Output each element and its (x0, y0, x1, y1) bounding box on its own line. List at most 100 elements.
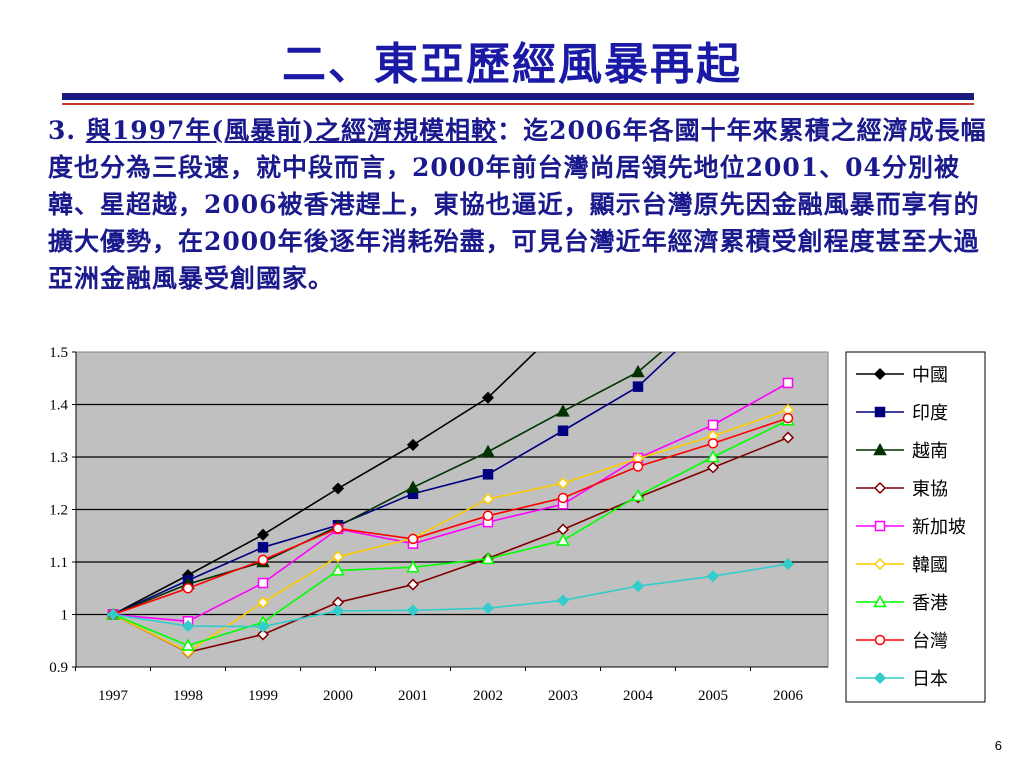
data-point (406, 604, 420, 617)
data-point (331, 550, 345, 563)
x-tick-label: 2003 (548, 688, 578, 704)
legend-marker (874, 520, 886, 532)
data-point (106, 608, 120, 621)
y-tick-label: 1.2 (49, 503, 68, 519)
data-point (631, 488, 645, 502)
data-point (632, 381, 644, 392)
x-tick-label: 1997 (98, 688, 129, 704)
data-point (256, 620, 270, 633)
data-point (781, 558, 795, 571)
legend-label: 香港 (912, 593, 948, 613)
title-divider-thick (62, 93, 974, 100)
data-point (256, 628, 270, 641)
legend-marker (873, 671, 887, 685)
series-line (112, 382, 789, 623)
data-point (556, 404, 570, 417)
x-tick-label: 2002 (473, 688, 503, 704)
data-point (481, 602, 495, 615)
data-point (557, 425, 569, 436)
data-point (632, 461, 644, 472)
legend-label: 台灣 (912, 631, 948, 651)
x-tick-label: 1999 (248, 688, 278, 704)
legend-marker (873, 367, 887, 381)
legend-label: 新加坡 (912, 517, 966, 537)
y-tick-label: 0.9 (49, 660, 68, 676)
series-line (112, 563, 789, 628)
data-point (706, 461, 720, 474)
series-line (112, 436, 789, 654)
slide-title: 二、東亞歷經風暴再起 (282, 39, 742, 90)
data-point (706, 570, 720, 583)
data-point (256, 596, 270, 609)
data-point (481, 444, 495, 457)
x-tick-label: 2000 (323, 688, 353, 704)
data-point (631, 364, 645, 378)
data-point (782, 412, 794, 424)
title-divider-thin (62, 103, 974, 105)
data-point (556, 477, 570, 490)
data-point (406, 438, 420, 451)
legend-box (845, 351, 986, 703)
series-line (112, 352, 663, 616)
data-point (406, 578, 420, 591)
data-point (332, 523, 344, 534)
series-line (112, 419, 789, 647)
data-point (557, 492, 569, 504)
legend-label: 印度 (912, 403, 948, 423)
y-tick-label: 1.5 (49, 345, 68, 361)
data-point (556, 533, 570, 546)
legend-marker (873, 442, 887, 456)
data-point (331, 563, 345, 576)
data-point (257, 577, 269, 589)
x-tick-label: 2005 (698, 688, 728, 704)
paragraph-heading: 與1997年(風暴前)之經濟規模相較 (85, 116, 498, 145)
legend-label: 越南 (912, 441, 948, 461)
legend-label: 日本 (912, 669, 948, 689)
data-point (707, 419, 719, 431)
data-point (706, 449, 720, 463)
legend-marker (873, 557, 887, 571)
paragraph-number: 3. (48, 116, 77, 145)
y-tick-label: 1.4 (49, 398, 68, 414)
data-point (256, 528, 270, 541)
data-point (407, 533, 419, 545)
legend-marker (873, 594, 887, 608)
data-point (556, 594, 570, 607)
legend-label: 東協 (912, 479, 948, 499)
data-point (181, 638, 195, 651)
data-point (406, 560, 420, 573)
data-point (707, 438, 719, 449)
y-tick-label: 1.1 (49, 555, 68, 571)
legend-marker (874, 406, 886, 418)
y-tick-label: 1.3 (49, 450, 68, 466)
legend-label: 中國 (912, 365, 948, 385)
legend-marker (874, 634, 886, 646)
data-point (331, 604, 345, 617)
page-number: 6 (994, 738, 1002, 753)
data-point (181, 619, 195, 633)
data-point (631, 580, 645, 593)
y-tick-label: 1 (61, 608, 69, 624)
series-line (112, 352, 537, 616)
data-point (257, 554, 269, 566)
data-point (406, 480, 420, 493)
data-point (481, 492, 495, 506)
data-point (482, 469, 494, 480)
series-8 (106, 558, 795, 633)
growth-line-chart: 0.9 1 1.1 1.2 1.3 1.4 1.5 1997 1998 1999 2000 2001 2… (49, 345, 986, 704)
data-point (331, 482, 345, 495)
data-point (782, 377, 794, 389)
legend-marker (873, 481, 887, 495)
data-point (182, 583, 194, 594)
series-line (112, 417, 789, 616)
x-tick-label: 2001 (398, 688, 428, 704)
data-point (781, 431, 795, 444)
data-point (482, 510, 494, 522)
x-tick-label: 2006 (773, 688, 804, 704)
data-point (481, 551, 495, 565)
data-point (257, 542, 269, 553)
x-tick-label: 2004 (623, 688, 654, 704)
data-point (481, 391, 495, 404)
x-tick-label: 1998 (173, 688, 203, 704)
